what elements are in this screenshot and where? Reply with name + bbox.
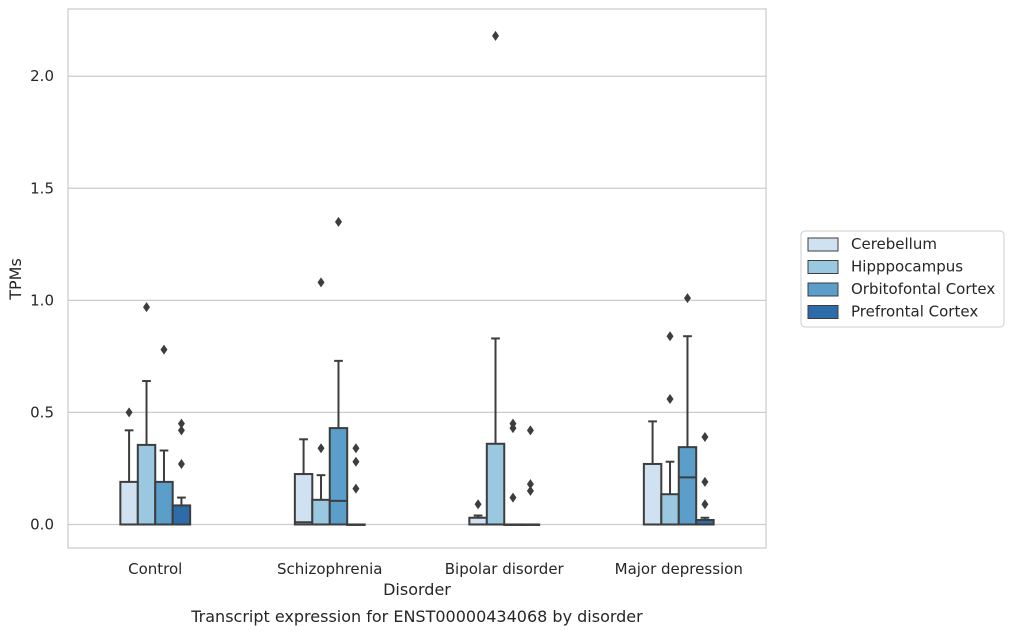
- outlier-point: [177, 425, 185, 436]
- y-tick-label: 0.5: [30, 403, 54, 421]
- x-tick-label: Schizophrenia: [277, 560, 382, 578]
- legend-frame: [800, 230, 1005, 328]
- y-axis-label: TPMs: [6, 258, 25, 301]
- outlier-point: [352, 443, 360, 454]
- outlier-point: [509, 418, 517, 429]
- box-hipppocampus: [485, 30, 506, 526]
- box-body: [171, 504, 192, 526]
- box-cerebellum: [119, 407, 139, 526]
- x-tick-label: Control: [128, 560, 182, 578]
- box-cerebellum: [468, 499, 488, 526]
- outlier-point: [701, 432, 709, 443]
- y-tick-labels: 0.0 0.5 1.0 1.5 2.0: [30, 67, 54, 533]
- y-tick-label: 2.0: [30, 67, 54, 85]
- outlier-point: [352, 483, 360, 494]
- box-cerebellum: [293, 438, 314, 526]
- chart-caption: Transcript expression for ENST0000043406…: [190, 607, 643, 626]
- y-gridlines: [68, 75, 766, 526]
- outlier-point: [683, 293, 691, 304]
- outlier-point: [160, 344, 168, 355]
- box-body: [154, 480, 174, 526]
- box-hipppocampus: [311, 277, 331, 526]
- box-body: [328, 427, 349, 526]
- outlier-point: [509, 492, 517, 503]
- legend-label: Hipppocampus: [851, 258, 963, 276]
- legend-label: Cerebellum: [851, 235, 937, 253]
- outlier-point: [701, 476, 709, 487]
- outlier-point: [492, 30, 500, 41]
- outlier-point: [666, 331, 674, 342]
- legend-label: Prefrontal Cortex: [851, 303, 978, 321]
- outlier-point: [334, 216, 342, 227]
- outlier-point: [177, 458, 185, 469]
- box-body: [677, 446, 698, 526]
- box-hipppocampus: [136, 302, 157, 526]
- outlier-point: [701, 499, 709, 510]
- legend-swatch: [807, 260, 839, 274]
- outlier-point: [526, 485, 534, 496]
- outlier-point: [125, 407, 133, 418]
- box-body: [311, 498, 331, 526]
- y-tick-label: 1.5: [30, 179, 54, 197]
- outlier-point: [352, 456, 360, 467]
- box-body: [468, 516, 488, 526]
- box-orbitofontal-cortex: [503, 418, 523, 526]
- box-body: [136, 443, 157, 526]
- outlier-point: [526, 479, 534, 490]
- legend-swatch: [807, 237, 839, 252]
- box-body: [293, 473, 314, 526]
- box-body: [119, 480, 139, 526]
- outlier-point: [526, 425, 534, 436]
- outlier-point: [317, 443, 325, 454]
- outlier-point: [666, 393, 674, 404]
- box-cerebellum: [642, 420, 663, 526]
- outlier-point: [317, 277, 325, 288]
- box-orbitofontal-cortex: [328, 216, 349, 526]
- x-axis-label: Disorder: [383, 580, 451, 599]
- x-tick-labels: Control Schizophrenia Bipolar disorder Majo…: [128, 560, 743, 578]
- legend-label: Orbitofontal Cortex: [851, 280, 995, 298]
- box-orbitofontal-cortex: [677, 293, 698, 526]
- box-body: [485, 442, 506, 526]
- box-body: [642, 462, 663, 526]
- outlier-point: [143, 302, 151, 313]
- outlier-point: [474, 499, 482, 510]
- x-tick-label: Bipolar disorder: [445, 560, 565, 578]
- box-prefrontal-cortex: [695, 432, 715, 526]
- legend-swatch: [807, 305, 839, 319]
- y-tick-label: 1.0: [30, 291, 54, 309]
- plot-frame: [67, 8, 767, 549]
- box-plots: [119, 30, 715, 526]
- y-tick-label: 0.0: [30, 515, 54, 533]
- box-hipppocampus: [660, 331, 680, 526]
- box-prefrontal-cortex: [171, 418, 192, 526]
- box-orbitofontal-cortex: [154, 344, 174, 526]
- outlier-point: [177, 418, 185, 429]
- legend: Cerebellum Hipppocampus Orbitofontal Corte…: [800, 230, 1005, 328]
- box-prefrontal-cortex: [346, 443, 366, 526]
- box-body: [660, 493, 680, 526]
- box-prefrontal-cortex: [520, 425, 541, 526]
- legend-swatch: [807, 282, 839, 297]
- x-tick-label: Major depression: [615, 560, 743, 578]
